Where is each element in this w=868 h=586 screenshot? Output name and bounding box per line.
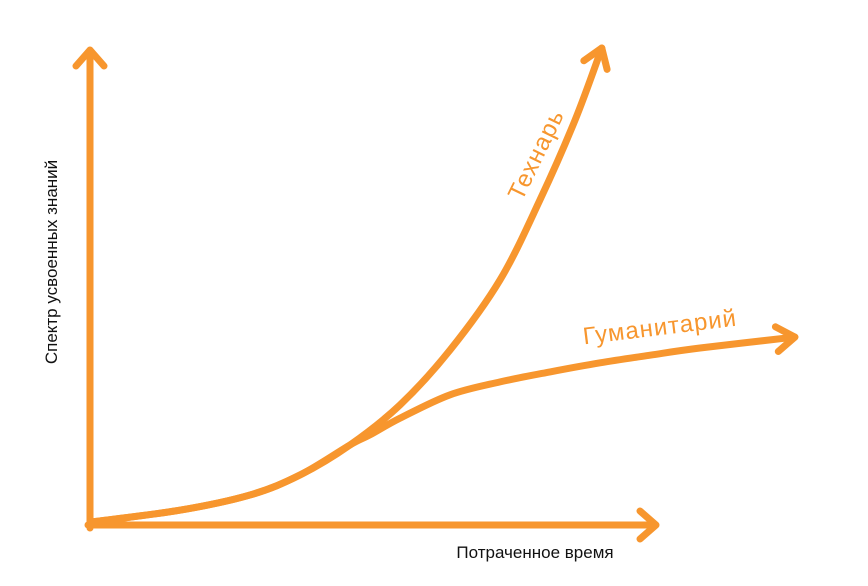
series-arrowhead-0 <box>580 44 611 73</box>
x-axis-label: Потраченное время <box>456 543 614 562</box>
series-arrowhead-1 <box>771 323 799 355</box>
y-axis <box>72 46 108 532</box>
series-line-1 <box>86 333 799 526</box>
x-axis <box>84 507 660 543</box>
y-axis-label: Спектр усвоенных знаний <box>42 159 61 365</box>
